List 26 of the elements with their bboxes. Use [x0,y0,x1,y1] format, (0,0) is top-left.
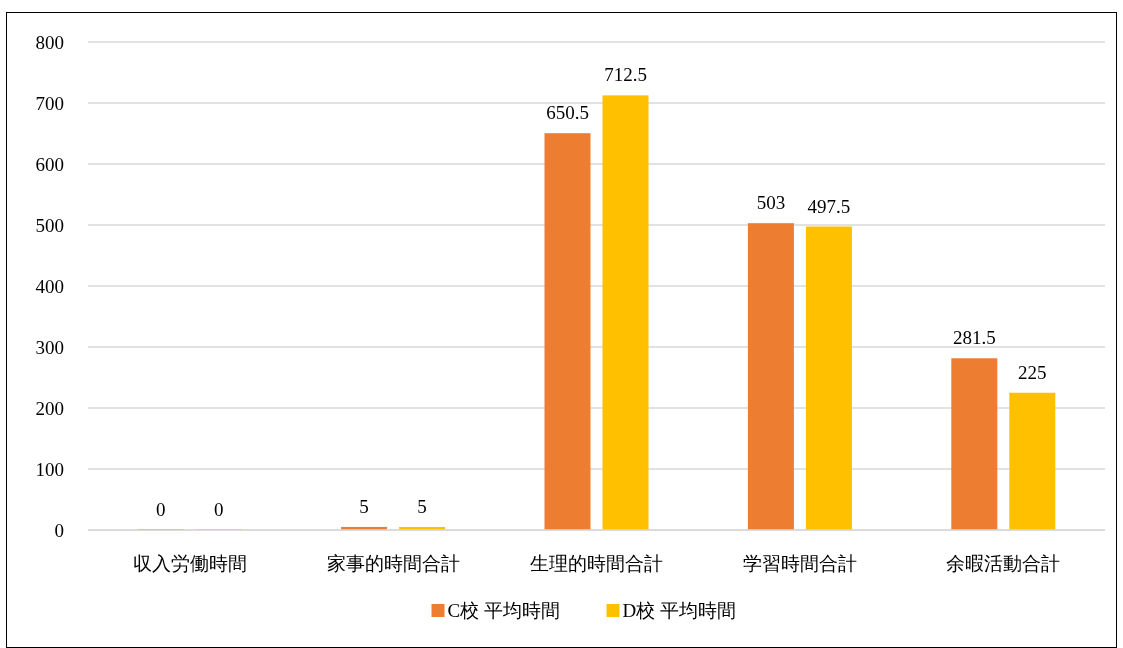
data-label: 497.5 [807,195,851,217]
data-label: 503 [756,192,786,214]
x-tick-label: 生理的時間合計 [530,552,663,574]
x-tick-label: 収入労働時間 [132,552,247,574]
data-label: 712.5 [604,64,647,86]
data-label: 5 [417,495,427,517]
x-tick-label: 家事的時間合計 [326,552,460,574]
y-tick-label: 100 [35,459,64,480]
y-tick-label: 0 [54,520,64,541]
x-tick-label: 学習時間合計 [742,552,857,574]
y-tick-label: 400 [35,276,64,297]
y-tick-label: 800 [35,32,64,53]
x-tick-label: 余暇活動合計 [946,552,1061,574]
data-label: 225 [1018,361,1047,383]
data-label: 281.5 [952,327,996,349]
data-label: 0 [155,499,166,520]
y-tick-label: 600 [35,154,64,175]
y-tick-label: 700 [35,93,64,114]
y-tick-label: 300 [35,337,64,358]
y-tick-label: 200 [35,398,64,419]
data-label: 5 [359,495,369,517]
data-label: 0 [213,499,224,520]
legend-label: D校 平均時間 [622,600,736,621]
legend-label: C校 平均時間 [447,600,560,621]
data-label: 650.5 [546,102,589,124]
y-tick-label: 500 [35,215,64,236]
